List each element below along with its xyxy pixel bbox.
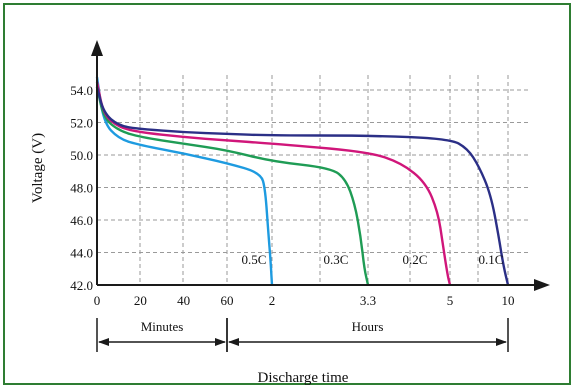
x-tick-label: 3.3	[360, 293, 376, 308]
x-tick-label: 5	[447, 293, 454, 308]
y-tick-label: 52.0	[70, 116, 93, 131]
range-arrow-left	[228, 338, 239, 346]
x-tick-label: 60	[221, 293, 234, 308]
y-tick-label: 54.0	[70, 83, 93, 98]
y-axis-label: Voltage (V)	[30, 133, 46, 203]
y-tick-label: 46.0	[70, 213, 93, 228]
range-arrow-right	[215, 338, 226, 346]
series-line-0.1C	[95, 86, 510, 286]
x-range-brackets: Minutes Hours	[96, 318, 509, 352]
series-line-0.2C	[95, 81, 452, 286]
y-tick-label: 50.0	[70, 148, 93, 163]
series-labels: 0.5C 0.3C 0.2C 0.1C	[242, 252, 504, 267]
range-label: Hours	[352, 319, 384, 334]
y-axis-arrow	[91, 40, 103, 56]
x-axis-arrow	[534, 279, 550, 291]
x-axis-label: Discharge time	[258, 370, 349, 386]
x-tick-label: 20	[134, 293, 147, 308]
y-tick-label: 42.0	[70, 278, 93, 293]
x-tick-label: 10	[502, 293, 515, 308]
x-tick-label: 0	[94, 293, 101, 308]
series-label: 0.2C	[403, 252, 428, 267]
range-arrow-left	[98, 338, 109, 346]
series-layer	[95, 76, 510, 286]
y-tick-labels: 42.0 44.0 46.0 48.0 50.0 52.0 54.0	[70, 83, 93, 293]
series-label: 0.3C	[324, 252, 349, 267]
grid-lines	[97, 75, 530, 285]
series-line-0.3C	[95, 86, 370, 286]
y-tick-label: 48.0	[70, 181, 93, 196]
range-label: Minutes	[141, 319, 184, 334]
series-label: 0.1C	[479, 252, 504, 267]
series-line-0.5C	[95, 76, 274, 286]
x-tick-label: 40	[177, 293, 190, 308]
axes	[91, 40, 550, 291]
x-tick-label: 2	[269, 293, 276, 308]
range-arrow-right	[496, 338, 507, 346]
series-label: 0.5C	[242, 252, 267, 267]
y-tick-label: 44.0	[70, 246, 93, 261]
x-tick-labels: 0 20 40 60 2 3.3 5 10	[94, 293, 515, 308]
